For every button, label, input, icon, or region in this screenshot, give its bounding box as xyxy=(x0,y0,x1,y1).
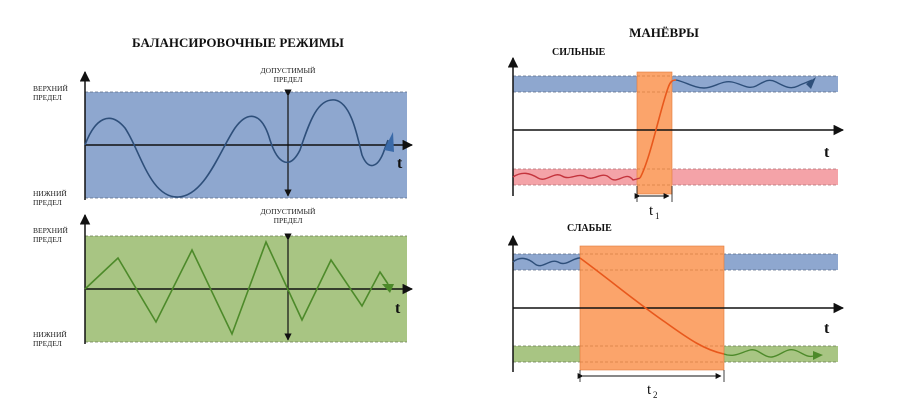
allowed-label-1: ДОПУСТИМЫЙ xyxy=(261,66,316,75)
strong-maneuver-chart: t t 1 xyxy=(507,56,845,221)
zigzag-arrow-green xyxy=(382,284,394,293)
lower-limit-label-2: ПРЕДЕЛ xyxy=(33,339,62,348)
allowed-label-2: ПРЕДЕЛ xyxy=(274,75,303,84)
wave-line-blue xyxy=(675,79,813,89)
allowed-label-1: ДОПУСТИМЫЙ xyxy=(261,207,316,216)
red-band xyxy=(513,169,838,185)
upper-limit-label-1: ВЕРХНИЙ xyxy=(33,226,68,235)
falling-curve-orange xyxy=(579,257,725,355)
wave-arrow-green xyxy=(813,351,823,360)
right-title: МАНЁВРЫ xyxy=(629,25,699,40)
upper-limit-label-2: ПРЕДЕЛ xyxy=(33,93,62,102)
t1-sub: 1 xyxy=(655,211,660,221)
rising-curve-orange xyxy=(639,79,677,179)
t2-label: t xyxy=(647,382,652,398)
wave-line-green xyxy=(723,348,819,358)
axis-label-t: t xyxy=(824,144,830,161)
zigzag-line-green xyxy=(84,239,389,337)
balance-chart-top: t xyxy=(79,70,414,200)
wave-line-red xyxy=(512,172,641,181)
wave-line-blue xyxy=(84,99,389,198)
blue-band xyxy=(513,76,838,92)
wave-arrow-blue xyxy=(806,77,816,89)
weak-maneuver-chart: t t 2 xyxy=(507,234,845,400)
lower-limit-label-1: НИЖНИЙ xyxy=(33,330,67,339)
upper-limit-label-1: ВЕРХНИЙ xyxy=(33,84,68,93)
axis-label-t: t xyxy=(395,300,401,317)
t1-label: t xyxy=(649,203,654,219)
axis-label-t: t xyxy=(397,155,403,172)
wave-arrow-blue xyxy=(384,132,394,152)
weak-label: СЛАБЫЕ xyxy=(567,223,612,234)
axis-label-t: t xyxy=(824,320,830,337)
upper-limit-label-2: ПРЕДЕЛ xyxy=(33,235,62,244)
allowed-label-2: ПРЕДЕЛ xyxy=(274,216,303,225)
lower-limit-label-1: НИЖНИЙ xyxy=(33,189,67,198)
wave-line-blue xyxy=(512,257,581,267)
balance-chart-bottom: t xyxy=(79,213,414,344)
strong-label: СИЛЬНЫЕ xyxy=(552,47,606,58)
left-title: БАЛАНСИРОВОЧНЫЕ РЕЖИМЫ xyxy=(132,35,344,50)
t2-sub: 2 xyxy=(653,390,658,400)
lower-limit-label-2: ПРЕДЕЛ xyxy=(33,198,62,207)
